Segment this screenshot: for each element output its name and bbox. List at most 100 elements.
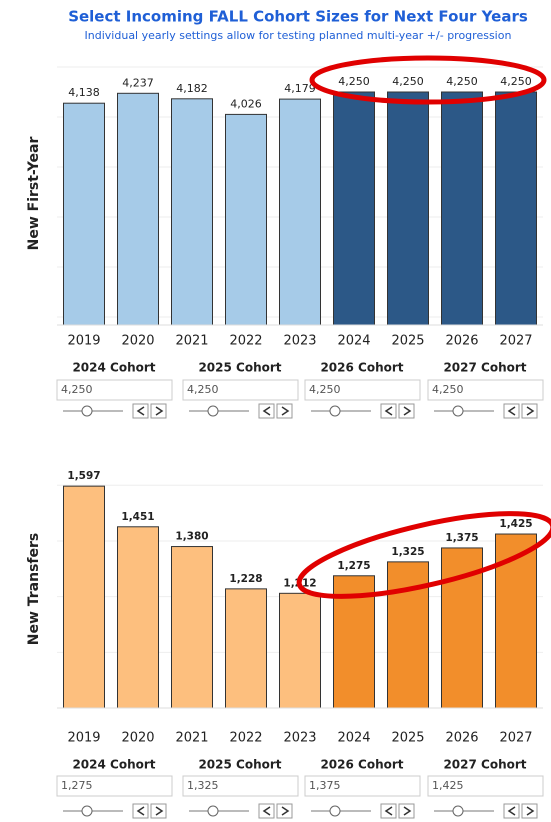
x-tick-label: 2027 (499, 334, 532, 349)
next-button[interactable] (398, 803, 415, 819)
x-tick-label: 2020 (121, 731, 154, 746)
next-arrow[interactable] (526, 406, 535, 416)
value-label: 1,228 (229, 573, 262, 585)
cohort-label: 2025 Cohort (198, 758, 281, 772)
x-tick-label: 2024 (337, 731, 370, 746)
cohort-label: 2026 Cohort (320, 758, 403, 772)
bar (387, 91, 429, 326)
cohort-input-value[interactable]: 4,250 (187, 383, 219, 396)
cohort-input-value[interactable]: 1,275 (61, 779, 93, 792)
cohort-input[interactable] (427, 775, 544, 797)
value-label: 1,380 (175, 531, 208, 543)
slider-thumb[interactable] (452, 405, 464, 417)
bar (63, 102, 105, 326)
next-arrow[interactable] (155, 406, 164, 416)
x-tick-label: 2025 (391, 334, 424, 349)
slider-thumb[interactable] (81, 405, 93, 417)
value-label: 4,250 (338, 75, 370, 88)
title: Select Incoming FALL Cohort Sizes for Ne… (68, 8, 528, 26)
cohort-input-value[interactable]: 4,250 (309, 383, 341, 396)
next-arrow[interactable] (281, 806, 290, 816)
bar (225, 113, 267, 326)
value-label: 1,597 (67, 470, 100, 482)
prev-button[interactable] (380, 803, 397, 819)
x-tick-label: 2021 (175, 731, 208, 746)
bar (279, 98, 321, 326)
x-tick-label: 2020 (121, 334, 154, 349)
bar (279, 592, 321, 709)
next-button[interactable] (521, 803, 538, 819)
prev-button[interactable] (258, 803, 275, 819)
prev-button[interactable] (380, 403, 397, 419)
slider-thumb[interactable] (207, 405, 219, 417)
cohort-input[interactable] (182, 775, 299, 797)
next-button[interactable] (150, 403, 167, 419)
bar (225, 588, 267, 709)
prev-arrow[interactable] (507, 406, 516, 416)
cohort-input[interactable] (182, 379, 299, 401)
x-tick-label: 2027 (499, 731, 532, 746)
cohort-label: 2025 Cohort (198, 361, 281, 375)
bar (171, 98, 213, 326)
next-button[interactable] (276, 803, 293, 819)
value-label: 4,250 (500, 75, 532, 88)
cohort-label: 2024 Cohort (72, 758, 155, 772)
value-label: 4,179 (284, 82, 316, 95)
prev-arrow[interactable] (384, 806, 393, 816)
bar (63, 485, 105, 709)
cohort-input[interactable] (427, 379, 544, 401)
cohort-input[interactable] (56, 775, 173, 797)
prev-arrow[interactable] (136, 806, 145, 816)
subtitle: Individual yearly settings allow for tes… (85, 29, 512, 42)
prev-button[interactable] (258, 403, 275, 419)
cohort-input-value[interactable]: 1,425 (432, 779, 464, 792)
value-label: 4,237 (122, 76, 154, 89)
prev-button[interactable] (503, 403, 520, 419)
next-button[interactable] (276, 403, 293, 419)
prev-arrow[interactable] (507, 806, 516, 816)
highlight-ellipse (296, 511, 551, 599)
y-axis-label: New First-Year (26, 137, 42, 251)
x-tick-label: 2021 (175, 334, 208, 349)
bar (495, 91, 537, 326)
prev-arrow[interactable] (262, 406, 271, 416)
cohort-input-value[interactable]: 1,375 (309, 779, 341, 792)
prev-button[interactable] (132, 403, 149, 419)
cohort-input[interactable] (304, 775, 421, 797)
prev-arrow[interactable] (262, 806, 271, 816)
x-tick-label: 2022 (229, 334, 262, 349)
value-label: 4,138 (68, 86, 100, 99)
value-label: 4,250 (392, 75, 424, 88)
slider-thumb[interactable] (452, 805, 464, 817)
bar (495, 533, 537, 709)
next-arrow[interactable] (403, 806, 412, 816)
value-label: 1,425 (499, 518, 532, 530)
bar (333, 91, 375, 326)
next-button[interactable] (398, 403, 415, 419)
prev-button[interactable] (503, 803, 520, 819)
bar (171, 546, 213, 709)
next-arrow[interactable] (281, 406, 290, 416)
cohort-input[interactable] (304, 379, 421, 401)
slider-thumb[interactable] (329, 405, 341, 417)
slider-thumb[interactable] (81, 805, 93, 817)
prev-arrow[interactable] (384, 406, 393, 416)
slider-thumb[interactable] (329, 805, 341, 817)
value-label: 1,451 (121, 511, 154, 523)
x-tick-label: 2019 (67, 334, 100, 349)
cohort-input-value[interactable]: 4,250 (432, 383, 464, 396)
cohort-input-value[interactable]: 4,250 (61, 383, 93, 396)
next-button[interactable] (521, 403, 538, 419)
slider-thumb[interactable] (207, 805, 219, 817)
next-arrow[interactable] (155, 806, 164, 816)
cohort-input-value[interactable]: 1,325 (187, 779, 219, 792)
next-arrow[interactable] (526, 806, 535, 816)
prev-button[interactable] (132, 803, 149, 819)
next-arrow[interactable] (403, 406, 412, 416)
bar (117, 92, 159, 326)
value-label: 1,275 (337, 560, 370, 572)
next-button[interactable] (150, 803, 167, 819)
prev-arrow[interactable] (136, 406, 145, 416)
cohort-input[interactable] (56, 379, 173, 401)
